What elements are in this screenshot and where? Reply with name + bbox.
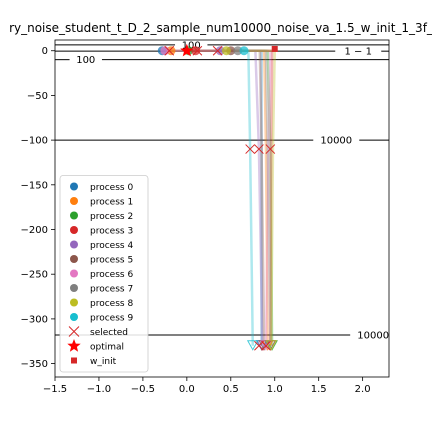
legend-marker	[70, 298, 78, 307]
process-point	[191, 46, 201, 56]
process-point	[215, 46, 225, 56]
legend-marker	[70, 197, 78, 205]
x-tick-label: −1.5	[43, 384, 67, 395]
y-tick-label: −350	[21, 359, 48, 370]
chart-title: ry_noise_student_t_D_2_sample_num10000_n…	[9, 21, 432, 35]
selected-marker	[192, 45, 203, 56]
process-point	[221, 46, 231, 56]
selected-marker	[212, 45, 223, 56]
trajectory-line	[243, 49, 255, 346]
legend-label: process 0	[90, 183, 133, 193]
y-tick-label: 0	[42, 46, 48, 57]
legend-optimal-icon	[67, 339, 81, 352]
y-tick-label: −150	[21, 180, 48, 191]
end-marker	[246, 340, 259, 351]
selected-marker	[254, 144, 264, 154]
legend-marker	[70, 226, 78, 234]
x-tick-label: 0.0	[179, 384, 195, 395]
process-point	[239, 46, 249, 56]
y-axis: 0 −50 −100 −150 −200 −250 −300 −350	[21, 46, 55, 370]
legend-label: process 2	[90, 212, 133, 222]
y-tick-label: −200	[21, 225, 48, 236]
process-point	[233, 46, 243, 56]
w-init-marker	[271, 45, 278, 52]
legend-w-init-icon	[71, 357, 77, 364]
legend-label: selected	[90, 328, 128, 338]
optimal-marker	[180, 43, 194, 57]
contour-label: 10000	[357, 330, 389, 341]
y-tick-label: −300	[21, 314, 48, 325]
trajectory-line	[162, 49, 263, 346]
plot-area: 100 100 1 − 1 10000 10000	[55, 40, 389, 351]
y-tick-label: −100	[21, 136, 48, 147]
x-tick-label: 1.5	[311, 384, 327, 395]
legend-label: w_init	[90, 357, 117, 367]
legend-label: process 8	[90, 299, 133, 309]
legend-selected-icon	[68, 326, 80, 337]
trajectory-line	[237, 49, 272, 346]
legend-label: process 5	[90, 256, 133, 266]
trajectory-line	[164, 49, 272, 346]
selected-marker	[261, 340, 271, 351]
legend-label: optimal	[90, 343, 124, 353]
contour-label: 10000	[320, 136, 352, 147]
y-tick-label: −50	[27, 91, 48, 102]
legend-label: process 3	[90, 227, 133, 237]
legend-marker	[70, 313, 78, 321]
selected-marker	[245, 144, 255, 154]
legend-label: process 9	[90, 314, 133, 324]
legend-box	[59, 175, 149, 373]
legend-marker	[70, 255, 78, 263]
legend-marker	[70, 240, 78, 249]
end-marker	[265, 340, 278, 351]
legend: process 0 process 1 process 2 process 3 proc…	[59, 175, 149, 373]
selected-marker	[265, 144, 276, 154]
legend-label: process 7	[90, 285, 133, 295]
contour-label: 100	[76, 55, 95, 66]
trajectory-line	[226, 49, 276, 346]
process-point	[160, 46, 170, 56]
legend-label: process 6	[90, 270, 133, 280]
legend-marker	[70, 284, 78, 292]
process-point	[166, 46, 176, 56]
x-tick-label: −1.0	[87, 384, 111, 395]
contour-label: 100	[182, 40, 201, 51]
x-tick-label: 1.0	[267, 384, 283, 395]
x-tick-label: 0.5	[223, 384, 239, 395]
trajectory-line	[220, 49, 264, 346]
contour-label: 1 − 1	[345, 47, 372, 58]
y-tick-label: −250	[21, 270, 48, 281]
legend-label: process 4	[90, 241, 133, 251]
axes-frame	[54, 39, 390, 378]
selected-marker	[254, 340, 264, 351]
x-tick-label: 2.0	[355, 384, 371, 395]
selected-marker	[164, 45, 175, 56]
x-axis: −1.5 −1.0 −0.5 0.0 0.5 1.0 1.5 2.0	[43, 377, 371, 395]
legend-marker	[70, 269, 78, 278]
legend-marker	[70, 182, 78, 191]
x-tick-label: −0.5	[131, 384, 155, 395]
legend-label: process 1	[90, 198, 133, 208]
legend-marker	[70, 211, 78, 220]
